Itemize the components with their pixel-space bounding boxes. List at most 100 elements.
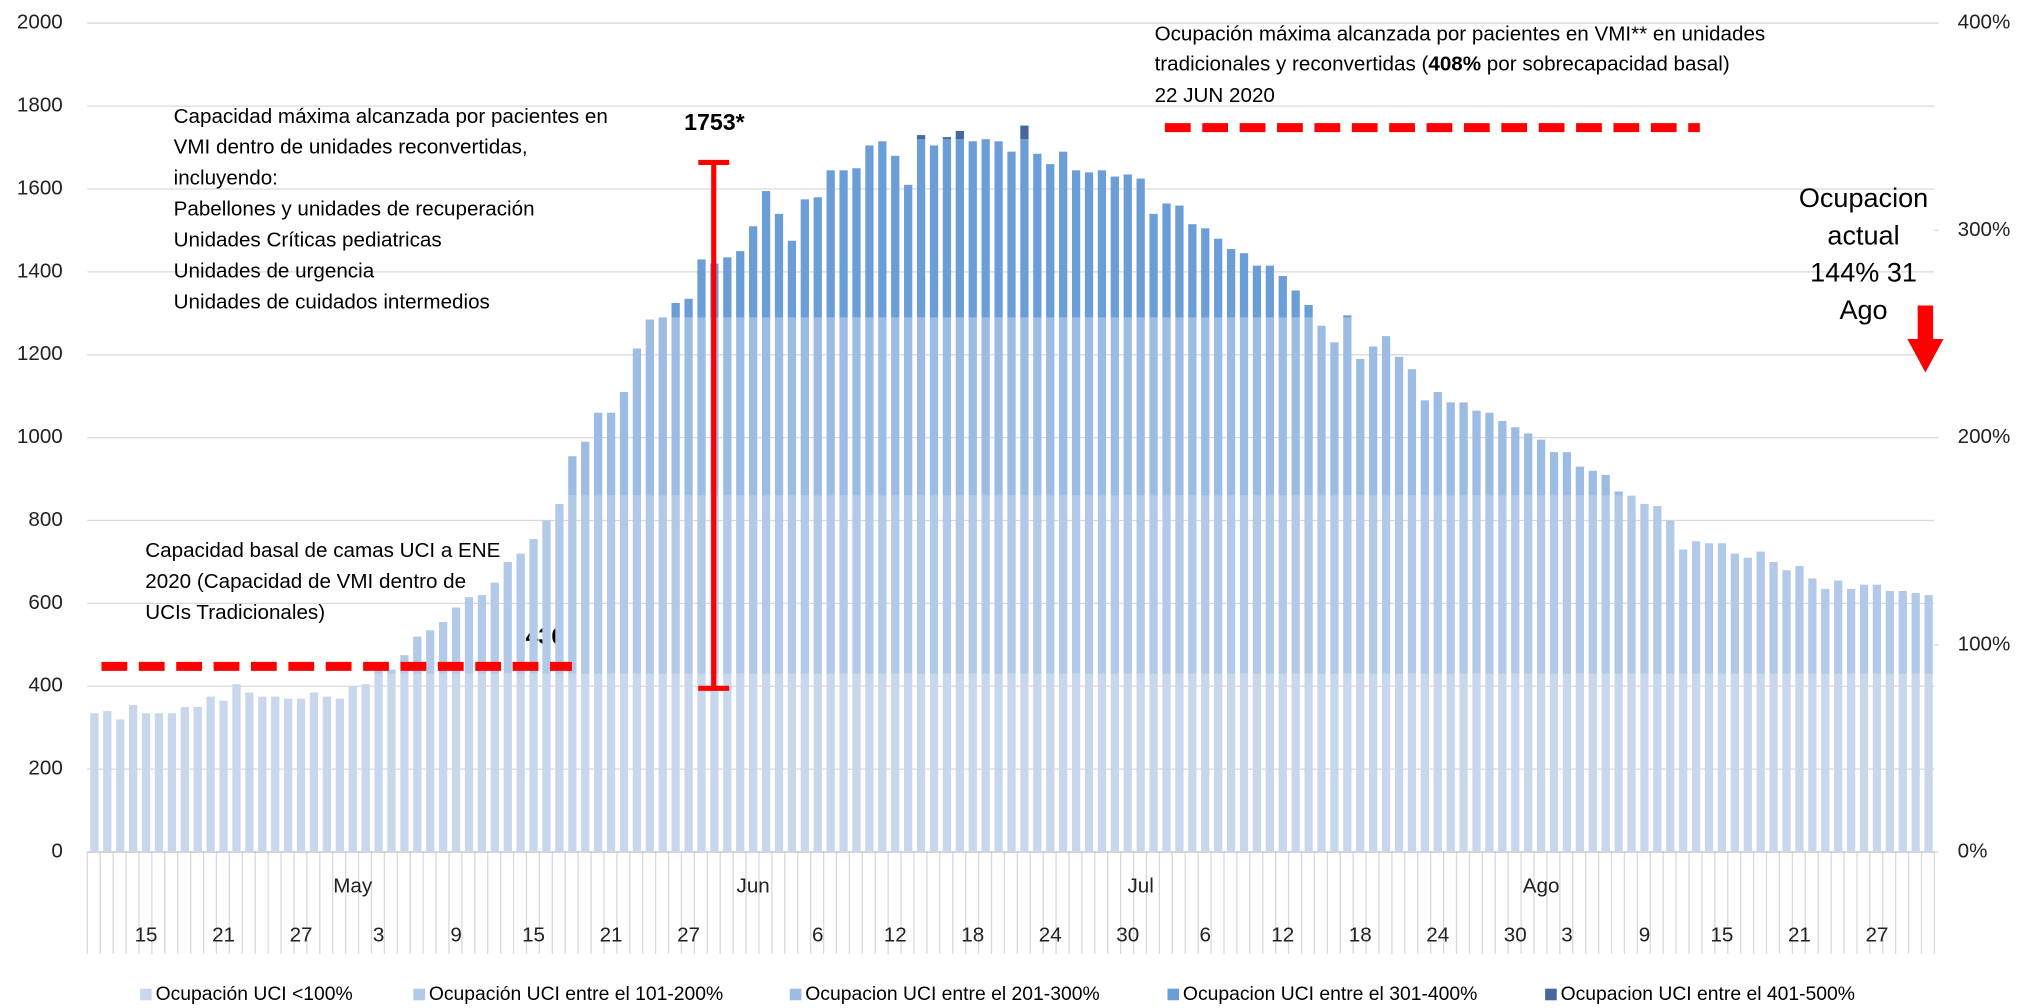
bar-segment bbox=[1226, 249, 1236, 318]
bar-segment bbox=[1201, 495, 1210, 674]
annotation-text: 144% 31 bbox=[1810, 258, 1917, 288]
bar-segment bbox=[1756, 673, 1765, 853]
bar-segment bbox=[865, 317, 874, 496]
bar-segment bbox=[1343, 673, 1352, 853]
bar-segment bbox=[916, 673, 926, 853]
bar-segment bbox=[749, 673, 758, 853]
bar-segment bbox=[206, 696, 215, 853]
bar-segment bbox=[439, 673, 448, 853]
bar-segment bbox=[1265, 265, 1274, 318]
bar-segment bbox=[800, 495, 809, 674]
bar-segment bbox=[477, 595, 487, 674]
y2-tick-label: 100% bbox=[1958, 632, 2011, 655]
y-tick-label: 400 bbox=[28, 674, 62, 697]
bar-segment bbox=[1201, 673, 1210, 853]
bar-segment bbox=[891, 317, 900, 496]
bar-segment bbox=[335, 698, 344, 853]
annotation-max: Ocupación máxima alcanzada por pacientes… bbox=[1155, 22, 1766, 107]
bar-segment bbox=[981, 139, 990, 318]
bar-segment bbox=[594, 673, 603, 853]
bar-segment bbox=[129, 704, 138, 853]
bar-segment bbox=[1265, 317, 1274, 496]
bar-segment bbox=[710, 673, 719, 853]
bar-segment bbox=[1562, 673, 1572, 853]
bar-segment bbox=[761, 317, 771, 496]
y-tick-label: 1800 bbox=[17, 94, 63, 117]
bar-segment bbox=[1898, 673, 1907, 853]
legend-label: Ocupacion UCI entre el 201-300% bbox=[805, 984, 1099, 1005]
bar-segment bbox=[516, 673, 525, 853]
bar-segment bbox=[658, 317, 667, 496]
bar-segment bbox=[904, 495, 913, 674]
bar-segment bbox=[1717, 673, 1727, 853]
bar-segment bbox=[1859, 584, 1869, 674]
bar-segment bbox=[1110, 176, 1119, 318]
bar-segment bbox=[529, 539, 538, 674]
bar-segment bbox=[671, 302, 680, 318]
bar-segment bbox=[671, 495, 680, 674]
y-tick-label: 1400 bbox=[17, 259, 63, 282]
bar-segment bbox=[555, 503, 564, 674]
bar-segment bbox=[774, 317, 784, 496]
bar-segment bbox=[1846, 588, 1856, 674]
bar-segment bbox=[1782, 570, 1791, 674]
bar-segment bbox=[1885, 590, 1894, 674]
x-tick-label: 18 bbox=[1349, 923, 1372, 946]
bar-segment bbox=[1859, 673, 1869, 853]
bar-segment bbox=[619, 673, 629, 853]
bar-segment bbox=[1291, 495, 1300, 674]
x-tick-label: 15 bbox=[135, 923, 158, 946]
bar-segment bbox=[1330, 342, 1339, 496]
bar-segment bbox=[942, 673, 952, 853]
x-tick-label: 6 bbox=[812, 923, 823, 946]
bar-segment bbox=[684, 495, 693, 674]
annotation-text: Unidades Críticas pediatricas bbox=[174, 228, 442, 251]
bar-segment bbox=[1265, 673, 1274, 853]
bar-segment bbox=[1059, 495, 1068, 674]
bar-segment bbox=[464, 597, 474, 674]
bar-segment bbox=[916, 139, 926, 318]
bar-segment bbox=[955, 317, 964, 496]
bar-segment bbox=[968, 141, 977, 318]
bar-segment bbox=[1020, 673, 1029, 853]
bar-segment bbox=[1369, 346, 1378, 496]
x-tick-label: 30 bbox=[1116, 923, 1139, 946]
bar-segment bbox=[1084, 495, 1094, 674]
bar-segment bbox=[697, 673, 706, 853]
bar-segment bbox=[1136, 673, 1145, 853]
bar-segment bbox=[1459, 402, 1468, 496]
bar-segment bbox=[632, 348, 642, 496]
bar-segment bbox=[1123, 174, 1132, 318]
bar-segment bbox=[1730, 553, 1739, 674]
bar-segment bbox=[994, 141, 1003, 318]
bar-segment bbox=[1239, 495, 1249, 674]
bar-segment bbox=[916, 317, 926, 496]
bar-segment bbox=[1808, 673, 1817, 853]
bar-segment bbox=[1369, 495, 1378, 674]
bar-segment bbox=[477, 673, 487, 853]
legend-swatch bbox=[140, 988, 152, 1001]
bar-segment bbox=[1730, 673, 1739, 853]
bar-segment bbox=[1020, 495, 1029, 674]
bar-segment bbox=[606, 495, 616, 674]
bar-segment bbox=[878, 673, 887, 853]
bar-segment bbox=[955, 139, 964, 318]
x-tick-label: 30 bbox=[1504, 923, 1527, 946]
bar-segment bbox=[361, 684, 370, 853]
bar-segment bbox=[606, 412, 616, 496]
x-month-label: Jul bbox=[1127, 874, 1153, 897]
bar-segment bbox=[839, 673, 848, 853]
bar-segment bbox=[955, 673, 964, 853]
bar-segment bbox=[1149, 317, 1158, 496]
bar-segment bbox=[1485, 495, 1494, 674]
bar-segment bbox=[1071, 170, 1081, 318]
bar-segment bbox=[723, 673, 732, 853]
y2-tick-label: 200% bbox=[1958, 425, 2011, 448]
bar-segment bbox=[891, 673, 900, 853]
bar-segment bbox=[1162, 673, 1171, 853]
bar-segment bbox=[1059, 673, 1068, 853]
bar-segment bbox=[1278, 275, 1287, 318]
bar-segment bbox=[1136, 495, 1145, 674]
annotation-text: tradicionales y reconvertidas (408% por … bbox=[1155, 53, 1730, 76]
